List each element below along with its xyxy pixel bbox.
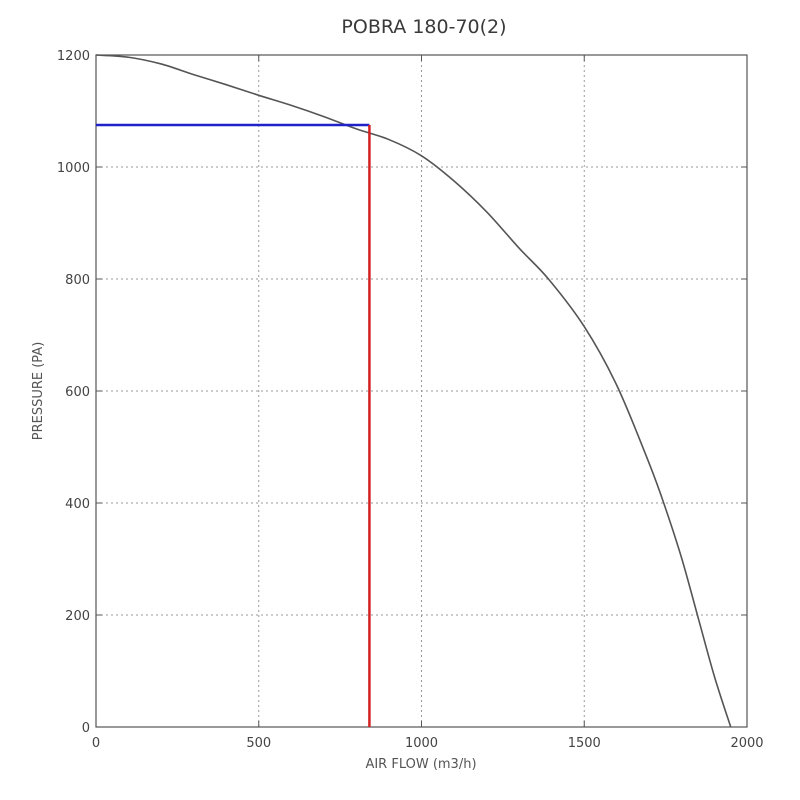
chart-title: POBRA 180-70(2): [341, 16, 506, 38]
y-tick-label: 600: [65, 385, 90, 400]
x-tick-label: 0: [92, 736, 100, 751]
pressure-curve: [95, 54, 732, 728]
y-tick-label: 400: [65, 497, 90, 512]
y-axis-label: PRESSURE (PA): [31, 342, 46, 441]
x-tick-label: 1000: [405, 736, 438, 751]
y-tick-label: 1000: [57, 161, 90, 176]
y-tick-label: 800: [65, 273, 90, 288]
y-tick-label: 1200: [57, 49, 90, 64]
y-tick-label: 200: [65, 609, 90, 624]
x-axis-tick-labels: 0 500 1000 1500 2000: [92, 736, 764, 751]
annotation-layer: [96, 123, 371, 727]
y-tick-label: 0: [82, 721, 90, 736]
y-axis-tick-labels: 0 200 400 600 800 1000 1200: [57, 49, 90, 736]
x-tick-label: 1500: [568, 736, 601, 751]
series-layer: [95, 54, 732, 728]
x-tick-label: 2000: [730, 736, 763, 751]
x-axis-label: AIR FLOW (m3/h): [365, 757, 476, 772]
x-tick-label: 500: [246, 736, 271, 751]
grid: [96, 55, 747, 727]
